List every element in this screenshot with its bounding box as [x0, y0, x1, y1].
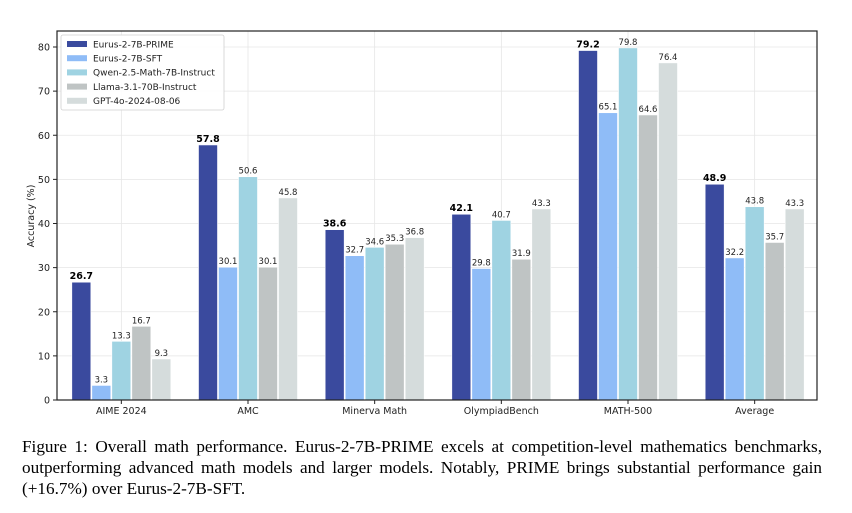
plot-frame [56, 30, 818, 401]
data-label: 64.6 [639, 105, 658, 115]
y-tick-label: 80 [38, 43, 50, 54]
legend: Eurus-2-7B-PRIME Eurus-2-7B-SFT Qwen-2.5-M… [60, 34, 225, 111]
y-tick-label: 70 [38, 87, 50, 98]
data-label: 79.8 [619, 38, 638, 48]
legend-swatch [67, 69, 87, 76]
data-label: 43.8 [745, 197, 764, 207]
legend-entry: GPT-4o-2024-08-06 [93, 97, 181, 107]
bar [658, 62, 678, 401]
legend-entry: Eurus-2-7B-PRIME [93, 40, 174, 50]
bars [71, 47, 805, 401]
x-axis: AIME 2024 AMC Minerva Math OlympiadBench MAT… [96, 400, 774, 417]
data-label: 26.7 [70, 271, 93, 282]
bar [238, 176, 258, 401]
data-label: 65.1 [599, 103, 618, 113]
bar [344, 255, 365, 401]
bar [151, 358, 172, 401]
x-tick-label: Average [735, 406, 774, 417]
data-label: 43.3 [532, 199, 551, 209]
bar [598, 112, 618, 401]
data-label: 43.3 [785, 199, 804, 209]
x-tick-label: MATH-500 [604, 406, 652, 417]
y-axis: 0 10 20 30 40 50 60 70 80 [38, 43, 57, 407]
data-label: 35.7 [765, 232, 784, 242]
data-label: 30.1 [259, 257, 278, 267]
legend-swatch [67, 55, 87, 62]
bar [724, 257, 745, 401]
data-label: 76.4 [659, 53, 678, 63]
bar [531, 208, 552, 401]
data-label: 3.3 [95, 375, 109, 385]
legend-swatch [67, 83, 87, 90]
bar [471, 268, 492, 401]
data-label: 31.9 [512, 249, 531, 259]
legend-box [60, 34, 225, 111]
data-label: 16.7 [132, 316, 151, 326]
data-label: 50.6 [239, 167, 258, 177]
legend-swatch [67, 97, 87, 104]
bar [638, 114, 658, 401]
bar [784, 208, 805, 401]
bar [704, 183, 725, 401]
data-label: 30.1 [219, 257, 238, 267]
figure-caption: Figure 1: Overall math performance. Euru… [22, 437, 822, 498]
data-label: 42.1 [450, 203, 473, 214]
bar [218, 266, 238, 401]
y-tick-label: 10 [38, 351, 50, 362]
data-label: 40.7 [492, 210, 511, 220]
data-label: 32.2 [725, 248, 744, 258]
data-label: 38.6 [323, 219, 347, 230]
bar [91, 385, 112, 401]
bar [131, 326, 152, 401]
y-axis-title: Accuracy (%) [26, 185, 37, 248]
y-tick-label: 60 [38, 131, 50, 142]
bar [111, 341, 132, 401]
bar [618, 47, 638, 401]
bar [384, 243, 405, 401]
data-label: 36.8 [405, 228, 424, 238]
y-tick-label: 50 [38, 175, 50, 186]
data-label: 45.8 [279, 188, 298, 198]
legend-entry: Qwen-2.5-Math-7B-Instruct [93, 69, 215, 79]
y-tick-label: 0 [44, 396, 50, 407]
bar [511, 258, 532, 401]
bar [491, 220, 512, 401]
data-label: 57.8 [196, 134, 220, 145]
bar [578, 50, 598, 401]
bar-chart: 26.7 3.3 13.316.7 9.3 57.8 30.1 50.6 30.1 45.8 38… [26, 30, 818, 417]
bar [198, 144, 218, 401]
bar [71, 281, 92, 401]
legend-entry: Eurus-2-7B-SFT [93, 55, 163, 65]
data-label: 48.9 [703, 173, 726, 184]
x-tick-label: OlympiadBench [464, 406, 539, 417]
data-label: 32.7 [345, 246, 364, 256]
bar [364, 247, 385, 401]
bar [744, 206, 765, 401]
data-label: 29.8 [472, 259, 491, 269]
legend-entry: Llama-3.1-70B-Instruct [93, 83, 197, 93]
value-labels: 26.7 3.3 13.316.7 9.3 57.8 30.1 50.6 30.1 45.8 38… [70, 38, 805, 386]
x-tick-label: AIME 2024 [96, 406, 147, 417]
y-tick-label: 20 [38, 307, 50, 318]
data-label: 34.6 [365, 237, 384, 247]
data-label: 9.3 [155, 349, 169, 359]
y-tick-label: 40 [38, 219, 50, 230]
bar [278, 197, 298, 401]
bar [324, 229, 345, 401]
bar [451, 213, 472, 401]
bar [764, 242, 785, 401]
data-label: 79.2 [576, 40, 599, 51]
data-label: 35.3 [385, 234, 404, 244]
x-tick-label: Minerva Math [342, 406, 407, 417]
y-tick-label: 30 [38, 263, 50, 274]
x-tick-label: AMC [237, 406, 259, 417]
data-label: 13.3 [112, 331, 131, 341]
bar [404, 237, 425, 401]
legend-swatch [67, 41, 87, 47]
bar [258, 266, 278, 401]
